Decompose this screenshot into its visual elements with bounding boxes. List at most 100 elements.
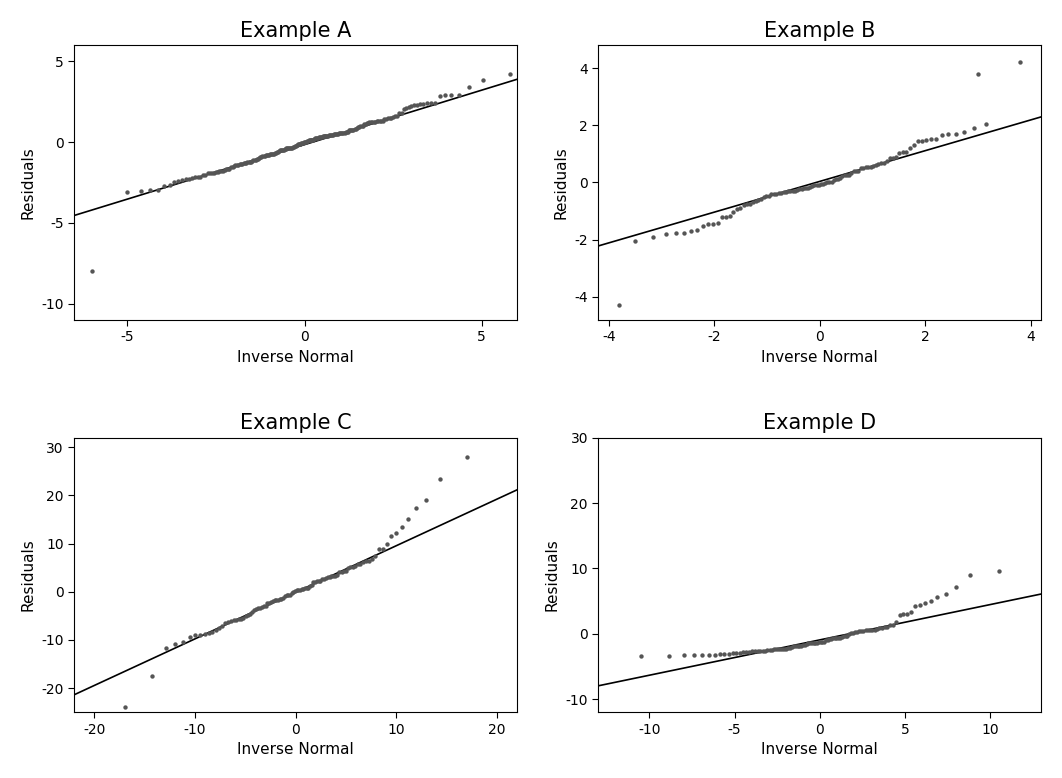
Point (823, 175, 840, 187)
Point (928, 132, 945, 145)
Point (363, 553, 380, 566)
Point (802, 181, 819, 194)
Point (373, 115, 390, 128)
Point (759, 644, 776, 657)
Point (262, 148, 279, 160)
Point (207, 166, 224, 178)
Point (207, 623, 224, 636)
Point (234, 157, 251, 170)
Point (295, 583, 312, 595)
Point (903, 605, 920, 618)
Point (191, 629, 208, 641)
Point (315, 573, 332, 585)
Point (161, 179, 178, 191)
Point (878, 155, 895, 167)
Point (829, 632, 846, 644)
Point (246, 154, 263, 166)
Point (675, 226, 692, 239)
Point (223, 615, 240, 627)
Point (940, 128, 957, 140)
Point (279, 142, 296, 154)
Point (821, 176, 838, 188)
Point (342, 124, 359, 136)
Point (298, 135, 315, 147)
Point (280, 142, 297, 154)
Point (324, 128, 341, 141)
Point (291, 584, 308, 596)
Point (285, 141, 302, 153)
Point (201, 166, 218, 179)
Point (299, 135, 316, 147)
Point (824, 632, 841, 644)
Point (387, 110, 404, 122)
Point (800, 181, 817, 194)
Point (724, 647, 741, 660)
Point (747, 195, 764, 208)
Point (862, 160, 879, 173)
Point (213, 619, 230, 632)
Point (415, 97, 432, 110)
Point (292, 138, 309, 150)
Point (309, 131, 326, 144)
Point (347, 560, 364, 573)
Point (810, 636, 827, 648)
Point (784, 641, 801, 654)
Point (349, 558, 366, 570)
Point (792, 640, 809, 652)
Point (791, 640, 808, 652)
Point (156, 180, 173, 192)
Point (859, 624, 876, 636)
Point (747, 645, 764, 657)
Point (898, 608, 915, 620)
Point (885, 152, 902, 164)
Point (323, 128, 340, 141)
Point (379, 112, 396, 124)
Point (399, 513, 416, 525)
Point (760, 190, 777, 202)
Point (729, 202, 746, 215)
Point (290, 584, 307, 596)
Point (307, 576, 324, 588)
Point (229, 159, 246, 171)
Point (808, 636, 825, 649)
Point (215, 164, 232, 177)
Point (267, 594, 284, 606)
Point (418, 97, 435, 110)
Point (286, 141, 303, 153)
Point (870, 157, 887, 170)
Point (810, 178, 827, 191)
Point (755, 191, 772, 204)
Point (288, 584, 305, 597)
Point (306, 133, 323, 145)
Point (340, 562, 357, 574)
Point (360, 554, 377, 566)
Point (720, 647, 737, 660)
Point (937, 587, 954, 600)
Point (863, 623, 880, 636)
Point (841, 627, 858, 640)
Point (400, 100, 417, 113)
Point (200, 626, 217, 639)
Y-axis label: Residuals: Residuals (21, 538, 36, 612)
Point (875, 157, 892, 170)
Point (305, 133, 322, 145)
Point (320, 129, 337, 142)
Point (271, 144, 288, 156)
Point (956, 126, 973, 138)
Point (789, 640, 806, 653)
Point (321, 129, 338, 142)
Point (857, 161, 874, 173)
Point (303, 134, 320, 146)
Point (853, 625, 870, 637)
Point (143, 670, 160, 682)
Point (764, 643, 781, 656)
Point (436, 89, 453, 102)
Point (336, 127, 353, 139)
Point (744, 195, 761, 208)
Point (395, 103, 412, 116)
Point (312, 575, 329, 587)
Point (978, 118, 995, 131)
Point (918, 133, 935, 145)
Point (850, 164, 867, 177)
X-axis label: Inverse Normal: Inverse Normal (237, 742, 354, 757)
